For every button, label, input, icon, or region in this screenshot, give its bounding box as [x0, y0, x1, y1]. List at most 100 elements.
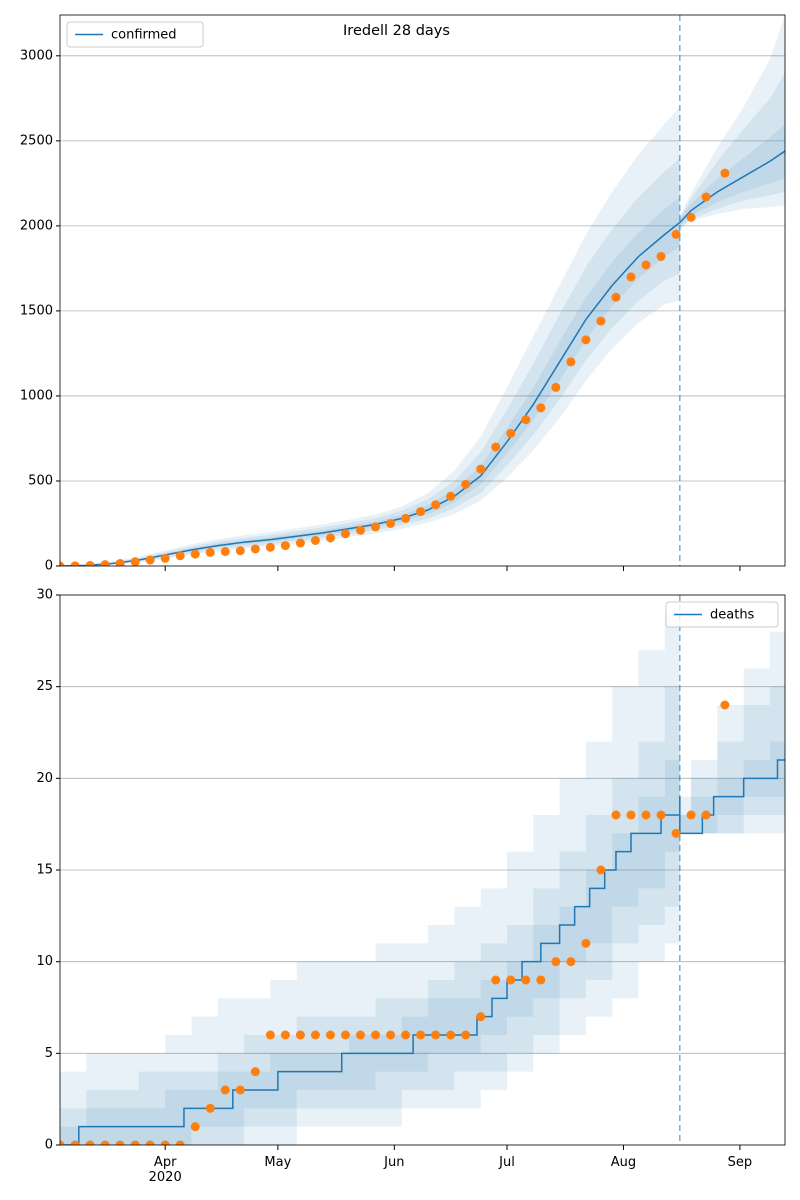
observed-point — [205, 547, 215, 557]
observed-point — [60, 1140, 65, 1145]
observed-point — [310, 1030, 320, 1040]
observed-point — [235, 546, 245, 556]
x-tick-label: Sep — [728, 1155, 753, 1170]
observed-point — [626, 272, 636, 282]
confidence-band — [679, 723, 785, 834]
y-tick-label: 30 — [36, 588, 53, 603]
observed-point — [596, 316, 606, 326]
observed-point — [506, 428, 516, 438]
y-tick-label: 0 — [45, 559, 53, 574]
observed-point — [566, 357, 576, 367]
observed-point — [521, 415, 531, 425]
observed-point — [581, 938, 591, 948]
axes-frame — [59, 14, 786, 567]
axes-frame — [59, 594, 786, 1146]
observed-point — [611, 292, 621, 302]
x-tick-label: Apr 2020 — [149, 1155, 182, 1185]
median-line — [60, 759, 785, 1145]
median-line — [60, 150, 785, 566]
observed-point — [175, 551, 185, 561]
observed-point — [190, 1122, 200, 1132]
observed-point — [551, 957, 561, 967]
legend-box — [66, 21, 204, 48]
observed-point — [85, 560, 95, 566]
observed-point — [130, 1140, 140, 1145]
confidence-band — [60, 157, 680, 566]
x-tick-label: Jun — [383, 1155, 404, 1170]
x-tick-label-line: May — [264, 1155, 291, 1170]
observed-point — [476, 464, 486, 474]
observed-point — [386, 1030, 396, 1040]
confidence-band — [60, 595, 680, 1145]
observed-point — [160, 1140, 170, 1145]
x-tick-label: Jul — [498, 1155, 515, 1170]
observed-point — [325, 533, 335, 543]
observed-point — [250, 544, 260, 554]
observed-point — [476, 1012, 486, 1022]
x-tick-label-line: 2020 — [149, 1170, 182, 1185]
confidence-band — [60, 668, 680, 1145]
observed-point — [566, 957, 576, 967]
y-tick-label: 25 — [36, 679, 53, 694]
observed-point — [461, 479, 471, 489]
legend-label: deaths — [710, 608, 755, 623]
x-tick-label: Aug — [611, 1155, 636, 1170]
observed-point — [340, 529, 350, 539]
y-tick-label: 10 — [36, 954, 53, 969]
observed-point — [250, 1067, 260, 1077]
y-tick-label: 1500 — [20, 303, 53, 318]
y-tick-label: 1000 — [20, 388, 53, 403]
y-tick-label: 5 — [45, 1046, 53, 1061]
y-tick-label: 2000 — [20, 218, 53, 233]
observed-point — [671, 229, 681, 239]
y-tick-label: 500 — [28, 473, 53, 488]
observed-point — [521, 975, 531, 985]
x-tick-label-line: Aug — [611, 1155, 636, 1170]
observed-point — [145, 1140, 155, 1145]
observed-point — [115, 558, 125, 566]
confidence-band — [679, 686, 785, 834]
observed-point — [100, 1140, 110, 1145]
observed-point — [641, 810, 651, 820]
y-tick-label: 20 — [36, 771, 53, 786]
observed-point — [656, 810, 666, 820]
observed-point — [60, 561, 65, 566]
observed-point — [340, 1030, 350, 1040]
observed-point — [611, 810, 621, 820]
observed-point — [701, 192, 711, 202]
x-tick-label-line: Jun — [383, 1155, 404, 1170]
observed-point — [686, 810, 696, 820]
observed-point — [295, 1030, 305, 1040]
observed-point — [536, 975, 546, 985]
observed-point — [536, 403, 546, 413]
observed-point — [356, 1030, 366, 1040]
y-tick-label: 0 — [45, 1138, 53, 1153]
observed-point — [386, 518, 396, 528]
observed-point — [130, 557, 140, 566]
observed-point — [295, 538, 305, 548]
observed-point — [596, 865, 606, 875]
observed-point — [446, 491, 456, 501]
observed-point — [175, 1140, 185, 1145]
observed-point — [115, 1140, 125, 1145]
observed-point — [310, 535, 320, 545]
observed-point — [85, 1140, 95, 1145]
observed-point — [160, 553, 170, 563]
plot-area — [60, 595, 785, 1145]
legend-box — [665, 601, 779, 628]
observed-point — [446, 1030, 456, 1040]
observed-point — [720, 168, 730, 178]
x-tick-label-line: Sep — [728, 1155, 753, 1170]
observed-point — [491, 975, 501, 985]
y-tick-label: 2500 — [20, 133, 53, 148]
observed-point — [220, 1085, 230, 1095]
observed-point — [371, 1030, 381, 1040]
observed-point — [220, 547, 230, 557]
legend-label: confirmed — [111, 28, 177, 43]
observed-point — [145, 555, 155, 565]
observed-point — [235, 1085, 245, 1095]
observed-point — [491, 442, 501, 452]
observed-point — [100, 560, 110, 566]
observed-point — [265, 1030, 275, 1040]
